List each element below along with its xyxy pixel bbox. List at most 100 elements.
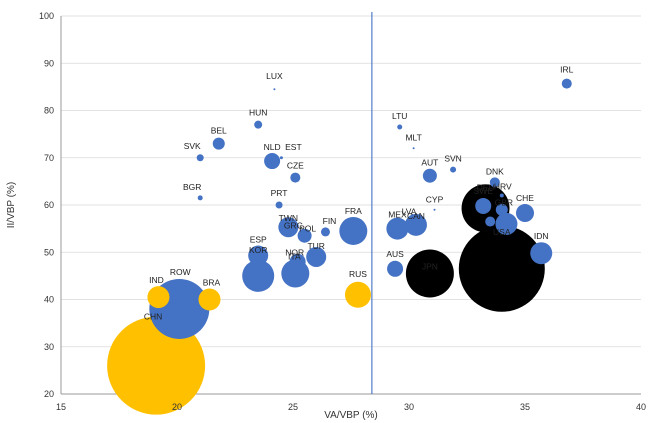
x-tick-label: 40 — [636, 402, 646, 412]
bubble-nld — [264, 153, 281, 170]
bubble-lva — [406, 219, 412, 226]
bubble-chn — [107, 316, 206, 415]
label-hun: HUN — [249, 108, 267, 118]
bubble-unlabeled — [485, 216, 496, 227]
label-nor: NOR — [285, 248, 304, 258]
x-tick-label: 30 — [404, 402, 414, 412]
label-kor: KOR — [249, 245, 267, 255]
y-tick-label: 70 — [44, 153, 54, 163]
bubble-swe — [475, 197, 492, 214]
bubble-rus — [344, 281, 371, 308]
bubble-hun — [254, 120, 263, 129]
bubble-aus — [387, 260, 404, 277]
bubble-kor — [242, 259, 275, 292]
bubble-unlabeled — [495, 212, 518, 235]
label-tur: TUR — [307, 241, 324, 251]
label-swe: SWE — [474, 186, 494, 196]
label-row: ROW — [170, 267, 191, 277]
label-chn: CHN — [144, 312, 162, 322]
bubble-dnk — [489, 177, 500, 188]
label-ita: ITA — [288, 252, 301, 262]
bubble-twn — [278, 217, 299, 238]
label-bel: BEL — [211, 126, 227, 136]
bubble-cyp — [433, 208, 436, 211]
bubble-svn — [450, 166, 457, 173]
label-che: CHE — [516, 193, 534, 203]
label-aus: AUS — [386, 249, 404, 259]
bubble-est — [279, 156, 283, 160]
y-tick-label: 90 — [44, 58, 54, 68]
label-mex: MEX — [388, 210, 407, 220]
label-hrv: HRV — [494, 182, 512, 192]
label-bgr: BGR — [183, 182, 201, 192]
label-irl: IRL — [560, 65, 574, 75]
label-svn: SVN — [444, 154, 461, 164]
label-cyp: CYP — [426, 195, 444, 205]
bubble-esp — [248, 245, 269, 266]
y-tick-label: 50 — [44, 247, 54, 257]
bubble-usa — [458, 225, 545, 312]
bubble-ind — [147, 286, 170, 309]
bubble-tur — [306, 246, 327, 267]
bubble-hrv — [499, 193, 504, 198]
label-esp: ESP — [250, 235, 267, 245]
bubble-can — [404, 213, 427, 236]
label-deu: DEU — [477, 182, 495, 192]
data-points — [107, 78, 572, 415]
bubble-ltu — [397, 124, 403, 130]
label-pol: POL — [299, 224, 316, 234]
y-tick-label: 40 — [44, 295, 54, 305]
x-tick-label: 25 — [288, 402, 298, 412]
label-rus: RUS — [349, 269, 367, 279]
bubble-mex — [386, 217, 409, 240]
label-can: CAN — [407, 211, 425, 221]
bubble-lux — [273, 88, 276, 91]
label-idn: IDN — [534, 231, 549, 241]
label-jpn: JPN — [422, 262, 438, 272]
y-tick-label: 80 — [44, 106, 54, 116]
label-nld: NLD — [264, 142, 281, 152]
label-est: EST — [285, 142, 302, 152]
label-fin: FIN — [323, 216, 337, 226]
bubble-prt — [275, 201, 283, 209]
label-cze: CZE — [287, 161, 304, 171]
bubble-nor — [289, 253, 306, 270]
bubble-cze — [290, 172, 301, 183]
bubble-bra — [198, 288, 221, 311]
label-usa: USA — [493, 227, 511, 237]
label-ind: IND — [149, 275, 164, 285]
bubble-grc — [291, 222, 299, 230]
y-tick-label: 30 — [44, 342, 54, 352]
label-fra: FRA — [345, 206, 362, 216]
bubble-pol — [297, 228, 312, 243]
y-tick-label: 60 — [44, 200, 54, 210]
label-grc: GRC — [284, 220, 303, 230]
label-aut: AUT — [421, 158, 438, 168]
bubble-mlt — [412, 147, 415, 150]
y-tick-label: 100 — [39, 11, 54, 21]
bubble-svk — [196, 154, 204, 162]
bubble-che — [516, 204, 534, 223]
label-ltu: LTU — [392, 111, 407, 121]
bubble-bel — [212, 137, 225, 150]
label-lux: LUX — [266, 71, 283, 81]
label-twn: TWN — [279, 213, 298, 223]
y-tick-label: 20 — [44, 389, 54, 399]
bubble-irl — [561, 78, 572, 89]
bubble-fra — [339, 216, 368, 245]
label-mlt: MLT — [405, 132, 421, 142]
bubble-gbr — [495, 203, 508, 216]
bubble-jpn — [405, 249, 454, 298]
x-axis-label: VA/VBP (%) — [324, 410, 378, 421]
x-tick-label: 15 — [56, 402, 66, 412]
bubble-bgr — [197, 195, 203, 201]
x-tick-label: 20 — [172, 402, 182, 412]
label-bra: BRA — [203, 278, 221, 288]
label-gbr: GBR — [495, 198, 513, 208]
x-tick-label: 35 — [520, 402, 530, 412]
bubble-idn — [530, 242, 553, 265]
bubble-aut — [422, 168, 437, 183]
